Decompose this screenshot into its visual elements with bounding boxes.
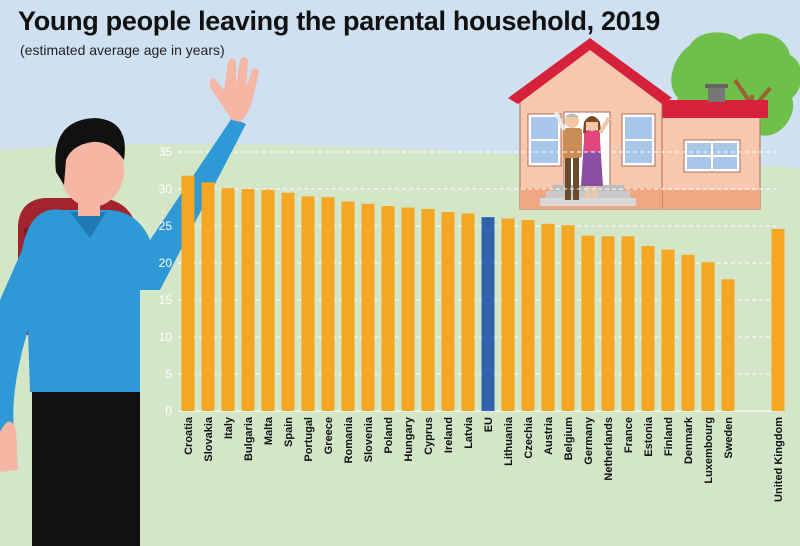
x-tick-label: United Kingdom bbox=[773, 417, 785, 502]
x-tick-label: Germany bbox=[583, 416, 595, 465]
bar-poland bbox=[381, 206, 395, 411]
bar-malta bbox=[261, 189, 275, 411]
x-tick-label: Denmark bbox=[683, 416, 695, 464]
y-tick-label: 5 bbox=[165, 367, 172, 381]
bar-austria bbox=[541, 223, 555, 411]
bar-cyprus bbox=[421, 208, 435, 411]
x-tick-label: Czechia bbox=[523, 416, 535, 458]
bar-estonia bbox=[641, 245, 655, 411]
x-tick-label: EU bbox=[483, 417, 495, 432]
bar-portugal bbox=[301, 196, 315, 411]
y-tick-label: 0 bbox=[165, 404, 172, 418]
bar-denmark bbox=[681, 254, 695, 411]
bar-czechia bbox=[521, 220, 535, 411]
x-tick-label: Hungary bbox=[403, 416, 415, 462]
x-tick-label: Spain bbox=[283, 417, 295, 447]
x-tick-label: Estonia bbox=[643, 416, 655, 457]
chart-title: Young people leaving the parental househ… bbox=[18, 6, 660, 36]
x-tick-label: Finland bbox=[663, 417, 675, 456]
bar-bulgaria bbox=[241, 189, 255, 411]
x-tick-label: Malta bbox=[263, 416, 275, 445]
x-tick-label: Slovenia bbox=[363, 416, 375, 462]
ground-background bbox=[0, 143, 800, 546]
bar-germany bbox=[581, 235, 595, 411]
x-tick-label: Poland bbox=[383, 417, 395, 454]
x-tick-label: Croatia bbox=[183, 416, 195, 455]
bar-finland bbox=[661, 249, 675, 411]
x-tick-label: Portugal bbox=[303, 417, 315, 462]
bar-croatia bbox=[181, 175, 195, 411]
x-tick-label: Italy bbox=[223, 416, 235, 439]
x-tick-label: Slovakia bbox=[203, 416, 215, 462]
waving-parents-icon bbox=[554, 111, 611, 200]
chart-subtitle: (estimated average age in years) bbox=[20, 42, 225, 58]
x-tick-label: Luxembourg bbox=[703, 417, 715, 484]
x-tick-label: Netherlands bbox=[603, 417, 615, 481]
x-tick-label: France bbox=[623, 417, 635, 453]
grid-lines bbox=[178, 151, 778, 412]
y-tick-label: 20 bbox=[159, 256, 173, 270]
x-tick-label: Cyprus bbox=[423, 417, 435, 455]
x-tick-label: Sweden bbox=[723, 417, 735, 459]
bar-hungary bbox=[401, 207, 415, 411]
y-tick-label: 30 bbox=[159, 182, 173, 196]
x-tick-label: Romania bbox=[343, 416, 355, 463]
bar-united-kingdom bbox=[771, 228, 785, 411]
bar-ireland bbox=[441, 211, 455, 411]
x-tick-label: Bulgaria bbox=[243, 416, 255, 461]
bar-netherlands bbox=[601, 236, 615, 411]
bar-eu bbox=[481, 217, 495, 411]
bar-lithuania bbox=[501, 218, 515, 411]
bars-group bbox=[181, 175, 785, 411]
bar-france bbox=[621, 236, 635, 411]
y-tick-label: 35 bbox=[159, 145, 173, 159]
y-tick-label: 15 bbox=[159, 293, 173, 307]
bar-spain bbox=[281, 192, 295, 411]
x-tick-label: Lithuania bbox=[503, 416, 515, 466]
x-tick-label: Greece bbox=[323, 417, 335, 454]
x-tick-label: Ireland bbox=[443, 417, 455, 453]
x-tick-label: Latvia bbox=[463, 416, 475, 449]
bar-romania bbox=[341, 201, 355, 411]
bar-greece bbox=[321, 197, 335, 411]
bar-latvia bbox=[461, 213, 475, 411]
y-tick-label: 25 bbox=[159, 219, 173, 233]
bar-luxembourg bbox=[701, 262, 715, 411]
y-tick-label: 10 bbox=[159, 330, 173, 344]
bar-belgium bbox=[561, 225, 575, 411]
y-axis-tick-labels: 0 5 10 15 20 25 30 35 bbox=[159, 145, 173, 418]
x-axis-tick-labels: Croatia Slovakia Italy Bulgaria Malta Spain Po… bbox=[183, 416, 785, 502]
bar-slovakia bbox=[201, 182, 215, 411]
bar-italy bbox=[221, 188, 235, 411]
bar-slovenia bbox=[361, 203, 375, 411]
x-tick-label: Belgium bbox=[563, 417, 575, 461]
bar-sweden bbox=[721, 279, 735, 411]
x-tick-label: Austria bbox=[543, 416, 555, 455]
